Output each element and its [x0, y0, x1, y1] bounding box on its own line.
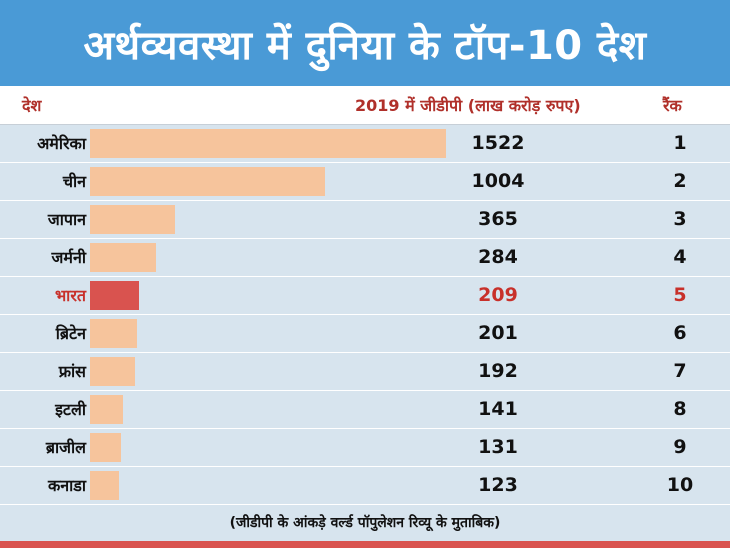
rank-column-header: रैंक [663, 96, 682, 115]
country-label: अमेरिका [37, 134, 86, 153]
title-bar: अर्थव्यवस्था में दुनिया के टॉप-10 देश [0, 0, 730, 86]
source-note: (जीडीपी के आंकड़े वर्ल्ड पॉपुलेशन रिव्यू… [0, 505, 730, 541]
gdp-value-label: 131 [478, 436, 518, 458]
table-row: ब्राजील 131 9 [0, 429, 730, 467]
rank-label: 2 [673, 170, 687, 192]
country-label: इटली [55, 400, 86, 419]
country-label: फ्रांस [58, 362, 86, 381]
rank-label: 3 [673, 208, 687, 230]
column-header-row: देश 2019 में जीडीपी (लाख करोड़ रुपए) रैं… [0, 86, 730, 125]
gdp-value-label: 209 [478, 284, 518, 306]
rank-label: 4 [673, 246, 687, 268]
country-label: कनाडा [47, 476, 86, 495]
gdp-bar [90, 319, 137, 348]
rank-label: 7 [673, 360, 687, 382]
gdp-value-label: 365 [478, 208, 518, 230]
table-row: भारत 209 5 [0, 277, 730, 315]
country-label: जर्मनी [51, 248, 86, 267]
gdp-column-header: 2019 में जीडीपी (लाख करोड़ रुपए) [355, 96, 581, 115]
gdp-value-label: 123 [478, 474, 518, 496]
gdp-value-label: 1004 [471, 170, 525, 192]
table-row: जापान 365 3 [0, 201, 730, 239]
gdp-value-label: 201 [478, 322, 518, 344]
rank-label: 8 [673, 398, 687, 420]
gdp-bar [90, 357, 135, 386]
chart-title: अर्थव्यवस्था में दुनिया के टॉप-10 देश [83, 22, 647, 69]
gdp-value-label: 284 [478, 246, 518, 268]
gdp-value-label: 192 [478, 360, 518, 382]
table-row: इटली 141 8 [0, 391, 730, 429]
gdp-value-label: 1522 [471, 132, 525, 154]
rank-label: 5 [673, 284, 687, 306]
rank-label: 1 [673, 132, 687, 154]
table-row: कनाडा 123 10 [0, 467, 730, 505]
table-row: अमेरिका 1522 1 [0, 125, 730, 163]
country-label: ब्राजील [45, 438, 86, 457]
gdp-bar [90, 129, 446, 158]
gdp-bar [90, 205, 175, 234]
gdp-bar [90, 281, 139, 310]
rank-label: 6 [673, 322, 687, 344]
gdp-bar [90, 471, 119, 500]
country-label: भारत [54, 286, 86, 305]
gdp-bar [90, 243, 156, 272]
gdp-bar [90, 167, 325, 196]
country-label: ब्रिटेन [55, 324, 86, 343]
rank-label: 9 [673, 436, 687, 458]
rank-label: 10 [666, 474, 694, 496]
table-row: ब्रिटेन 201 6 [0, 315, 730, 353]
table-row: जर्मनी 284 4 [0, 239, 730, 277]
gdp-value-label: 141 [478, 398, 518, 420]
country-label: चीन [62, 172, 86, 191]
table-row: फ्रांस 192 7 [0, 353, 730, 391]
gdp-bar [90, 395, 123, 424]
country-label: जापान [47, 210, 86, 229]
gdp-bar [90, 433, 121, 462]
table-row: चीन 1004 2 [0, 163, 730, 201]
bottom-stripe [0, 541, 730, 548]
country-column-header: देश [22, 96, 42, 115]
